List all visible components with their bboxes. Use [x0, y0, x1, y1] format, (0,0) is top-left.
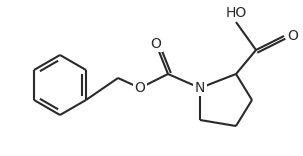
Text: N: N — [195, 81, 205, 95]
Text: O: O — [151, 37, 161, 51]
Text: O: O — [287, 29, 298, 43]
Text: O: O — [135, 81, 145, 95]
Text: HO: HO — [225, 6, 247, 20]
